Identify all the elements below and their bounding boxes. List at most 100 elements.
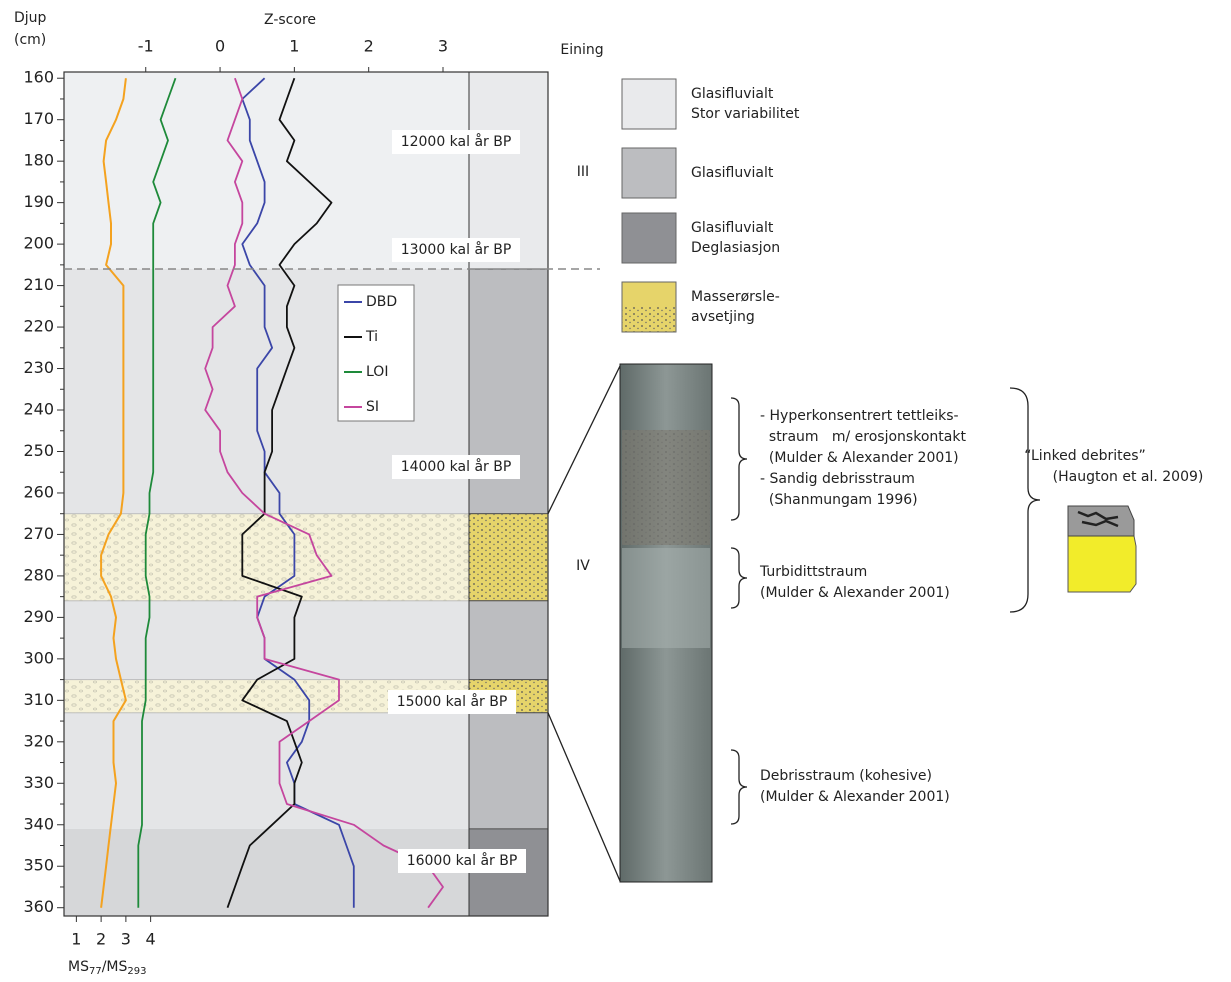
ms-axis-label: MS77/MS293 <box>68 959 146 977</box>
age-label: 12000 kal år BP <box>401 133 512 150</box>
zone <box>64 72 469 270</box>
y-tick-label: 280 <box>23 565 54 584</box>
core-photo-grains <box>622 430 710 545</box>
core-note: (Mulder & Alexander 2001) <box>760 585 950 601</box>
ms-label-part: /MS <box>102 959 128 975</box>
x-tick-label: 1 <box>289 37 299 56</box>
x-tick-label: 0 <box>215 37 225 56</box>
y-tick-label: 310 <box>23 690 54 709</box>
y-tick-label: 160 <box>23 68 54 87</box>
unit-label: III <box>577 164 589 180</box>
y-tick-label: 300 <box>23 648 54 667</box>
x-tick-label: 2 <box>364 37 374 56</box>
zones <box>63 71 549 917</box>
unit-legend-label: Glasifluvialt <box>691 165 774 181</box>
age-label-box <box>388 690 516 714</box>
bracket <box>730 397 748 521</box>
y-tick-label: 290 <box>23 607 54 626</box>
age-label-box <box>392 238 520 262</box>
age-label: 16000 kal år BP <box>407 852 518 869</box>
core-connector <box>547 365 621 514</box>
core-note: straum m/ erosjonskontakt <box>760 429 966 445</box>
y-tick-label: 200 <box>23 234 54 253</box>
unit-legend-texture <box>622 307 676 332</box>
bracket <box>730 547 748 609</box>
core-note: (Shanmungam 1996) <box>760 492 918 508</box>
ms-label-part: MS <box>68 959 89 975</box>
y-tick-label: 210 <box>23 275 54 294</box>
y-tick-label: 360 <box>23 897 54 916</box>
core-note: (Mulder & Alexander 2001) <box>760 789 950 805</box>
unit-legend-label: Glasifluvialt <box>691 220 774 236</box>
y-axis-label: (cm) <box>14 32 46 48</box>
x-tick-label: 3 <box>438 37 448 56</box>
unit-block <box>468 600 549 681</box>
core-note: - Sandig debrisstraum <box>760 471 915 487</box>
unit-legend: Glasifluvialt Stor variabilitet Glasifluvi… <box>621 78 800 333</box>
unit-column-label: Eining <box>560 42 603 58</box>
age-label: 14000 kal år BP <box>401 458 512 475</box>
age-label-box <box>392 455 520 479</box>
x-tick-label: -1 <box>138 37 154 56</box>
core-note: (Mulder & Alexander 2001) <box>760 450 959 466</box>
core-connector <box>547 712 621 882</box>
y-tick-label: 350 <box>23 856 54 875</box>
unit-label: IV <box>576 558 590 574</box>
core-note: Debrisstraum (kohesive) <box>760 768 932 784</box>
unit-texture <box>469 513 548 601</box>
age-label-box <box>392 130 520 154</box>
x-axis-label: Z-score <box>264 12 316 28</box>
legend-label: SI <box>366 399 379 415</box>
unit-legend-label: Deglasiasjon <box>691 240 780 256</box>
debrite-icon-top <box>1067 505 1135 537</box>
ms-tick-label: 3 <box>121 930 131 949</box>
series-curve <box>241 77 355 908</box>
unit-legend-label: avsetjing <box>691 309 755 325</box>
overlay: 1601701801902002102202302402502602702802… <box>23 37 621 949</box>
y-tick-label: 240 <box>23 400 54 419</box>
unit-legend-swatch <box>621 212 677 264</box>
y-tick-label: 170 <box>23 109 54 128</box>
ms-tick-label: 2 <box>96 930 106 949</box>
legend-label: Ti <box>365 329 378 345</box>
y-tick-label: 270 <box>23 524 54 543</box>
y-tick-label: 330 <box>23 773 54 792</box>
y-tick-label: 220 <box>23 317 54 336</box>
unit-legend-swatch <box>621 78 677 130</box>
age-label-box <box>398 849 526 873</box>
plot-frame <box>63 71 549 917</box>
linked-debrites-title: “Linked debrites” <box>1024 448 1146 464</box>
unit-legend-label: Stor variabilitet <box>691 106 800 122</box>
y-tick-label: 230 <box>23 358 54 377</box>
ms-label-sub: 77 <box>89 966 102 977</box>
core-note: - Hyperkonsentrert tettleiks- <box>760 408 959 424</box>
legend-label: DBD <box>366 294 397 310</box>
legend-box <box>337 284 415 422</box>
debrite-icon <box>1067 535 1137 593</box>
ms-label-sub: 293 <box>127 966 146 977</box>
series-curve <box>226 77 333 909</box>
bracket <box>1009 387 1041 613</box>
series-curve <box>137 77 177 908</box>
linked-debrites-source: (Haugton et al. 2009) <box>1053 469 1204 485</box>
bracket <box>730 749 748 825</box>
y-axis-label: Djup <box>14 10 47 26</box>
unit-block <box>468 712 549 830</box>
y-tick-label: 340 <box>23 814 54 833</box>
ms-tick-label: 4 <box>146 930 156 949</box>
core-photo-turbidite <box>622 548 710 648</box>
y-tick-label: 260 <box>23 482 54 501</box>
core-note: Turbidittstraum <box>759 564 867 580</box>
age-label: 13000 kal år BP <box>401 241 512 258</box>
unit-legend-label: Glasifluvialt <box>691 86 774 102</box>
y-tick-label: 320 <box>23 731 54 750</box>
unit-legend-swatch <box>621 147 677 199</box>
sand-texture <box>64 513 469 601</box>
y-tick-label: 190 <box>23 192 54 211</box>
legend-label: LOI <box>366 364 388 380</box>
y-tick-label: 250 <box>23 441 54 460</box>
ms-curve <box>100 78 127 908</box>
unit-legend-label: Masserørsle- <box>691 289 780 305</box>
